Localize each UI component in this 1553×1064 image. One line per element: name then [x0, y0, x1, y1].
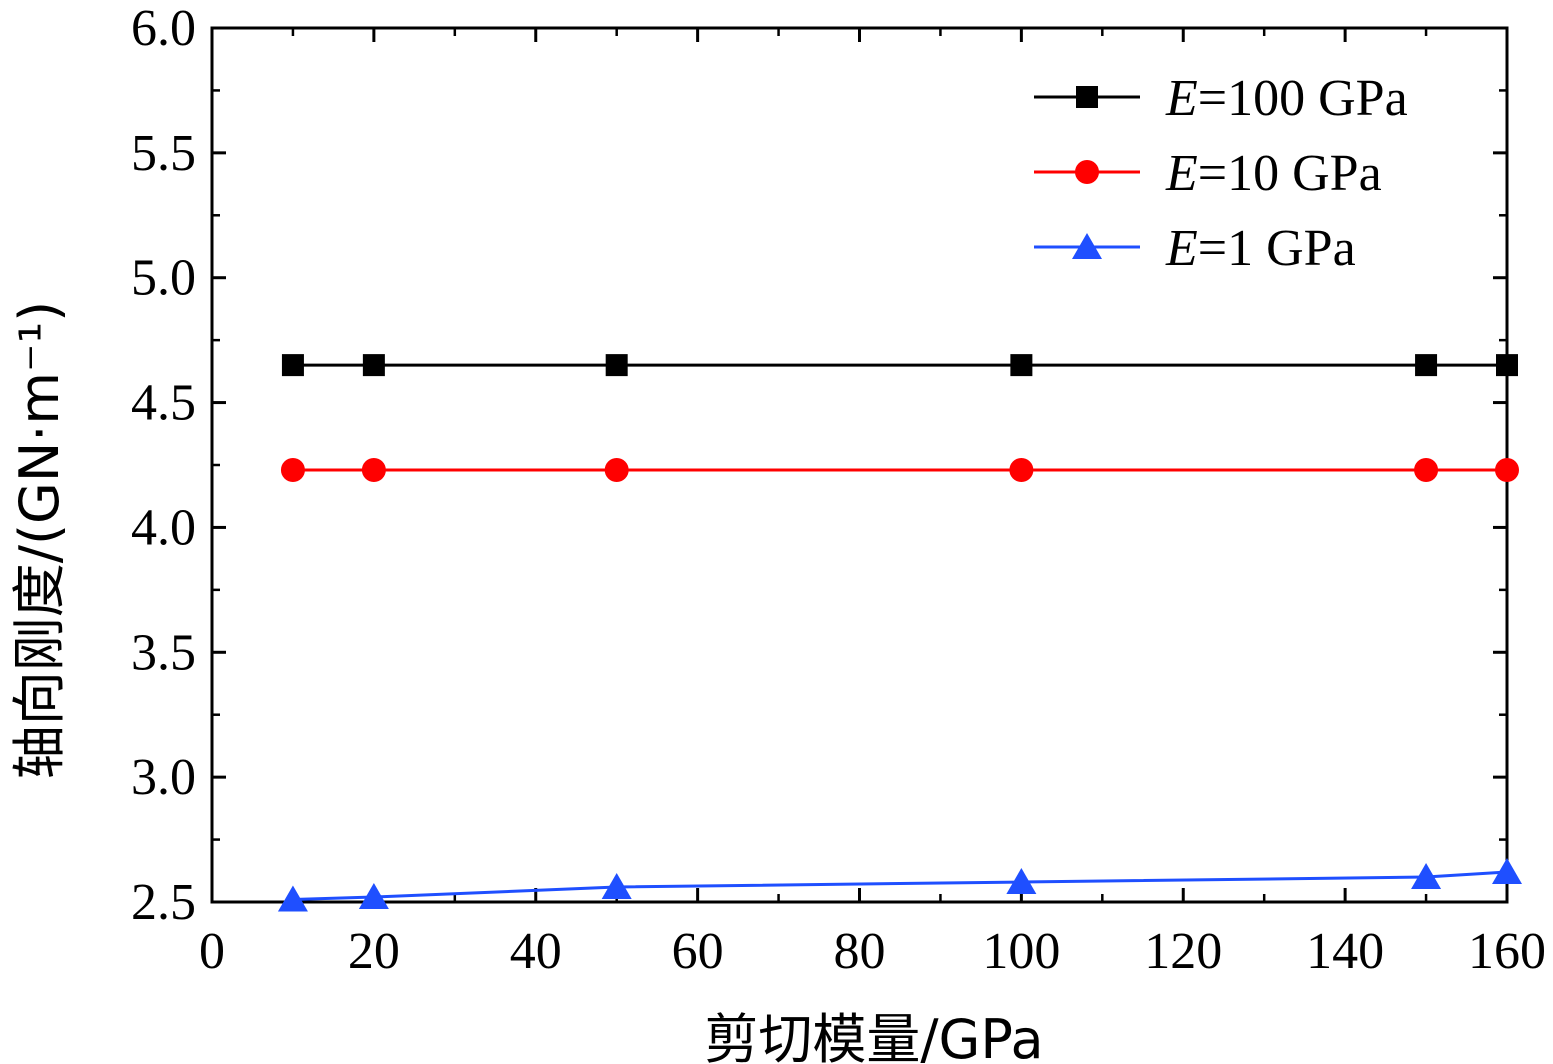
series-layer — [277, 354, 1522, 912]
legend-item: E=10 GPa — [1034, 145, 1382, 202]
legend-marker — [1072, 233, 1102, 259]
x-axis-title: 剪切模量/GPa — [704, 1008, 1043, 1064]
axes: 0 20 40 60 80 100 120 140 160 2.5 3.0 3.5 4.0 4.5 5.0 5… — [131, 0, 1546, 980]
data-point — [1495, 457, 1519, 482]
series-line — [292, 870, 1508, 902]
y-axis-title: 轴向刚度/(GN·m⁻¹) — [8, 301, 71, 780]
x-tick-label: 80 — [834, 923, 886, 980]
y-tick-label: 4.5 — [131, 375, 196, 432]
y-tick-label: 3.0 — [131, 749, 196, 806]
legend-label-italic: E — [1165, 70, 1198, 127]
legend-label-italic: E — [1165, 145, 1198, 202]
data-point — [1010, 354, 1033, 377]
x-tick-label: 60 — [672, 923, 724, 980]
data-point — [280, 457, 305, 482]
y-tick-label: 2.5 — [131, 874, 196, 931]
data-point — [1414, 457, 1439, 482]
x-tick-label: 100 — [982, 923, 1060, 980]
data-point — [1496, 354, 1518, 377]
legend-label: E=10 GPa — [1165, 145, 1382, 202]
legend-marker — [1075, 160, 1099, 184]
series-3 — [277, 858, 1522, 912]
series-1 — [281, 354, 1518, 377]
legend-label-rest: =1 GPa — [1198, 220, 1356, 277]
x-tick-label: 40 — [510, 923, 562, 980]
legend-item: E=1 GPa — [1034, 220, 1356, 277]
data-point — [1492, 858, 1522, 885]
x-tick-label: 0 — [199, 923, 225, 980]
data-point — [358, 883, 389, 910]
data-point — [1009, 457, 1034, 482]
legend-item: E=100 GPa — [1034, 70, 1408, 127]
data-point — [605, 354, 628, 377]
data-point — [361, 457, 386, 482]
data-point — [1415, 354, 1438, 377]
legend-marker — [1076, 86, 1098, 108]
x-tick-label: 140 — [1306, 923, 1384, 980]
legend-label-rest: =10 GPa — [1198, 145, 1382, 202]
legend-label: E=1 GPa — [1165, 220, 1356, 277]
x-tick-label: 120 — [1144, 923, 1222, 980]
y-tick-label: 3.5 — [131, 624, 196, 681]
x-tick-label: 20 — [348, 923, 400, 980]
data-point — [1411, 863, 1442, 890]
y-tick-label: 6.0 — [131, 0, 196, 57]
x-tick-label: 160 — [1468, 923, 1546, 980]
data-point — [601, 873, 632, 900]
data-point — [281, 354, 304, 377]
data-point — [604, 457, 629, 482]
y-tick-label: 5.0 — [131, 250, 196, 307]
y-tick-label: 4.0 — [131, 499, 196, 556]
data-point — [277, 885, 308, 912]
legend-label: E=100 GPa — [1165, 70, 1408, 127]
series-2 — [280, 457, 1519, 482]
legend-label-italic: E — [1165, 220, 1198, 277]
data-point — [362, 354, 385, 377]
data-point — [1006, 868, 1037, 895]
y-tick-label: 5.5 — [131, 125, 196, 182]
legend-label-rest: =100 GPa — [1198, 70, 1408, 127]
